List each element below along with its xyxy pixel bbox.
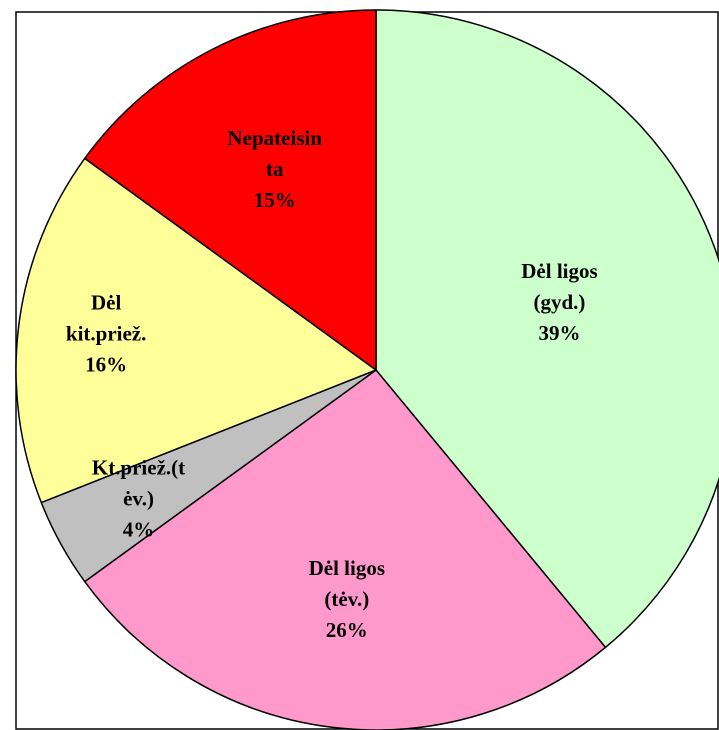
- slice-label: Kt.priež.(t: [92, 455, 185, 479]
- slice-label: Dėl ligos: [521, 259, 597, 283]
- value-label: 26%: [326, 618, 368, 642]
- pie-slice: [83, 9, 377, 372]
- slice-label: ta: [266, 157, 284, 181]
- slice-label: ėv.): [123, 486, 154, 510]
- slice-label: Nepateisin: [228, 126, 323, 150]
- slice-label: (tėv.): [324, 587, 369, 611]
- value-label: 15%: [254, 188, 296, 212]
- slice-label: Dėl: [91, 291, 121, 315]
- pie-slice: [15, 157, 378, 504]
- value-label: 4%: [123, 517, 155, 541]
- slice-label: Dėl ligos: [309, 556, 385, 580]
- value-label: 39%: [538, 321, 580, 345]
- slice-label: kit.priež.: [66, 322, 146, 346]
- value-label: 16%: [85, 353, 127, 377]
- pie-slice: [375, 9, 719, 649]
- pie-slice: [83, 368, 607, 730]
- slice-label: (gyd.): [534, 290, 586, 314]
